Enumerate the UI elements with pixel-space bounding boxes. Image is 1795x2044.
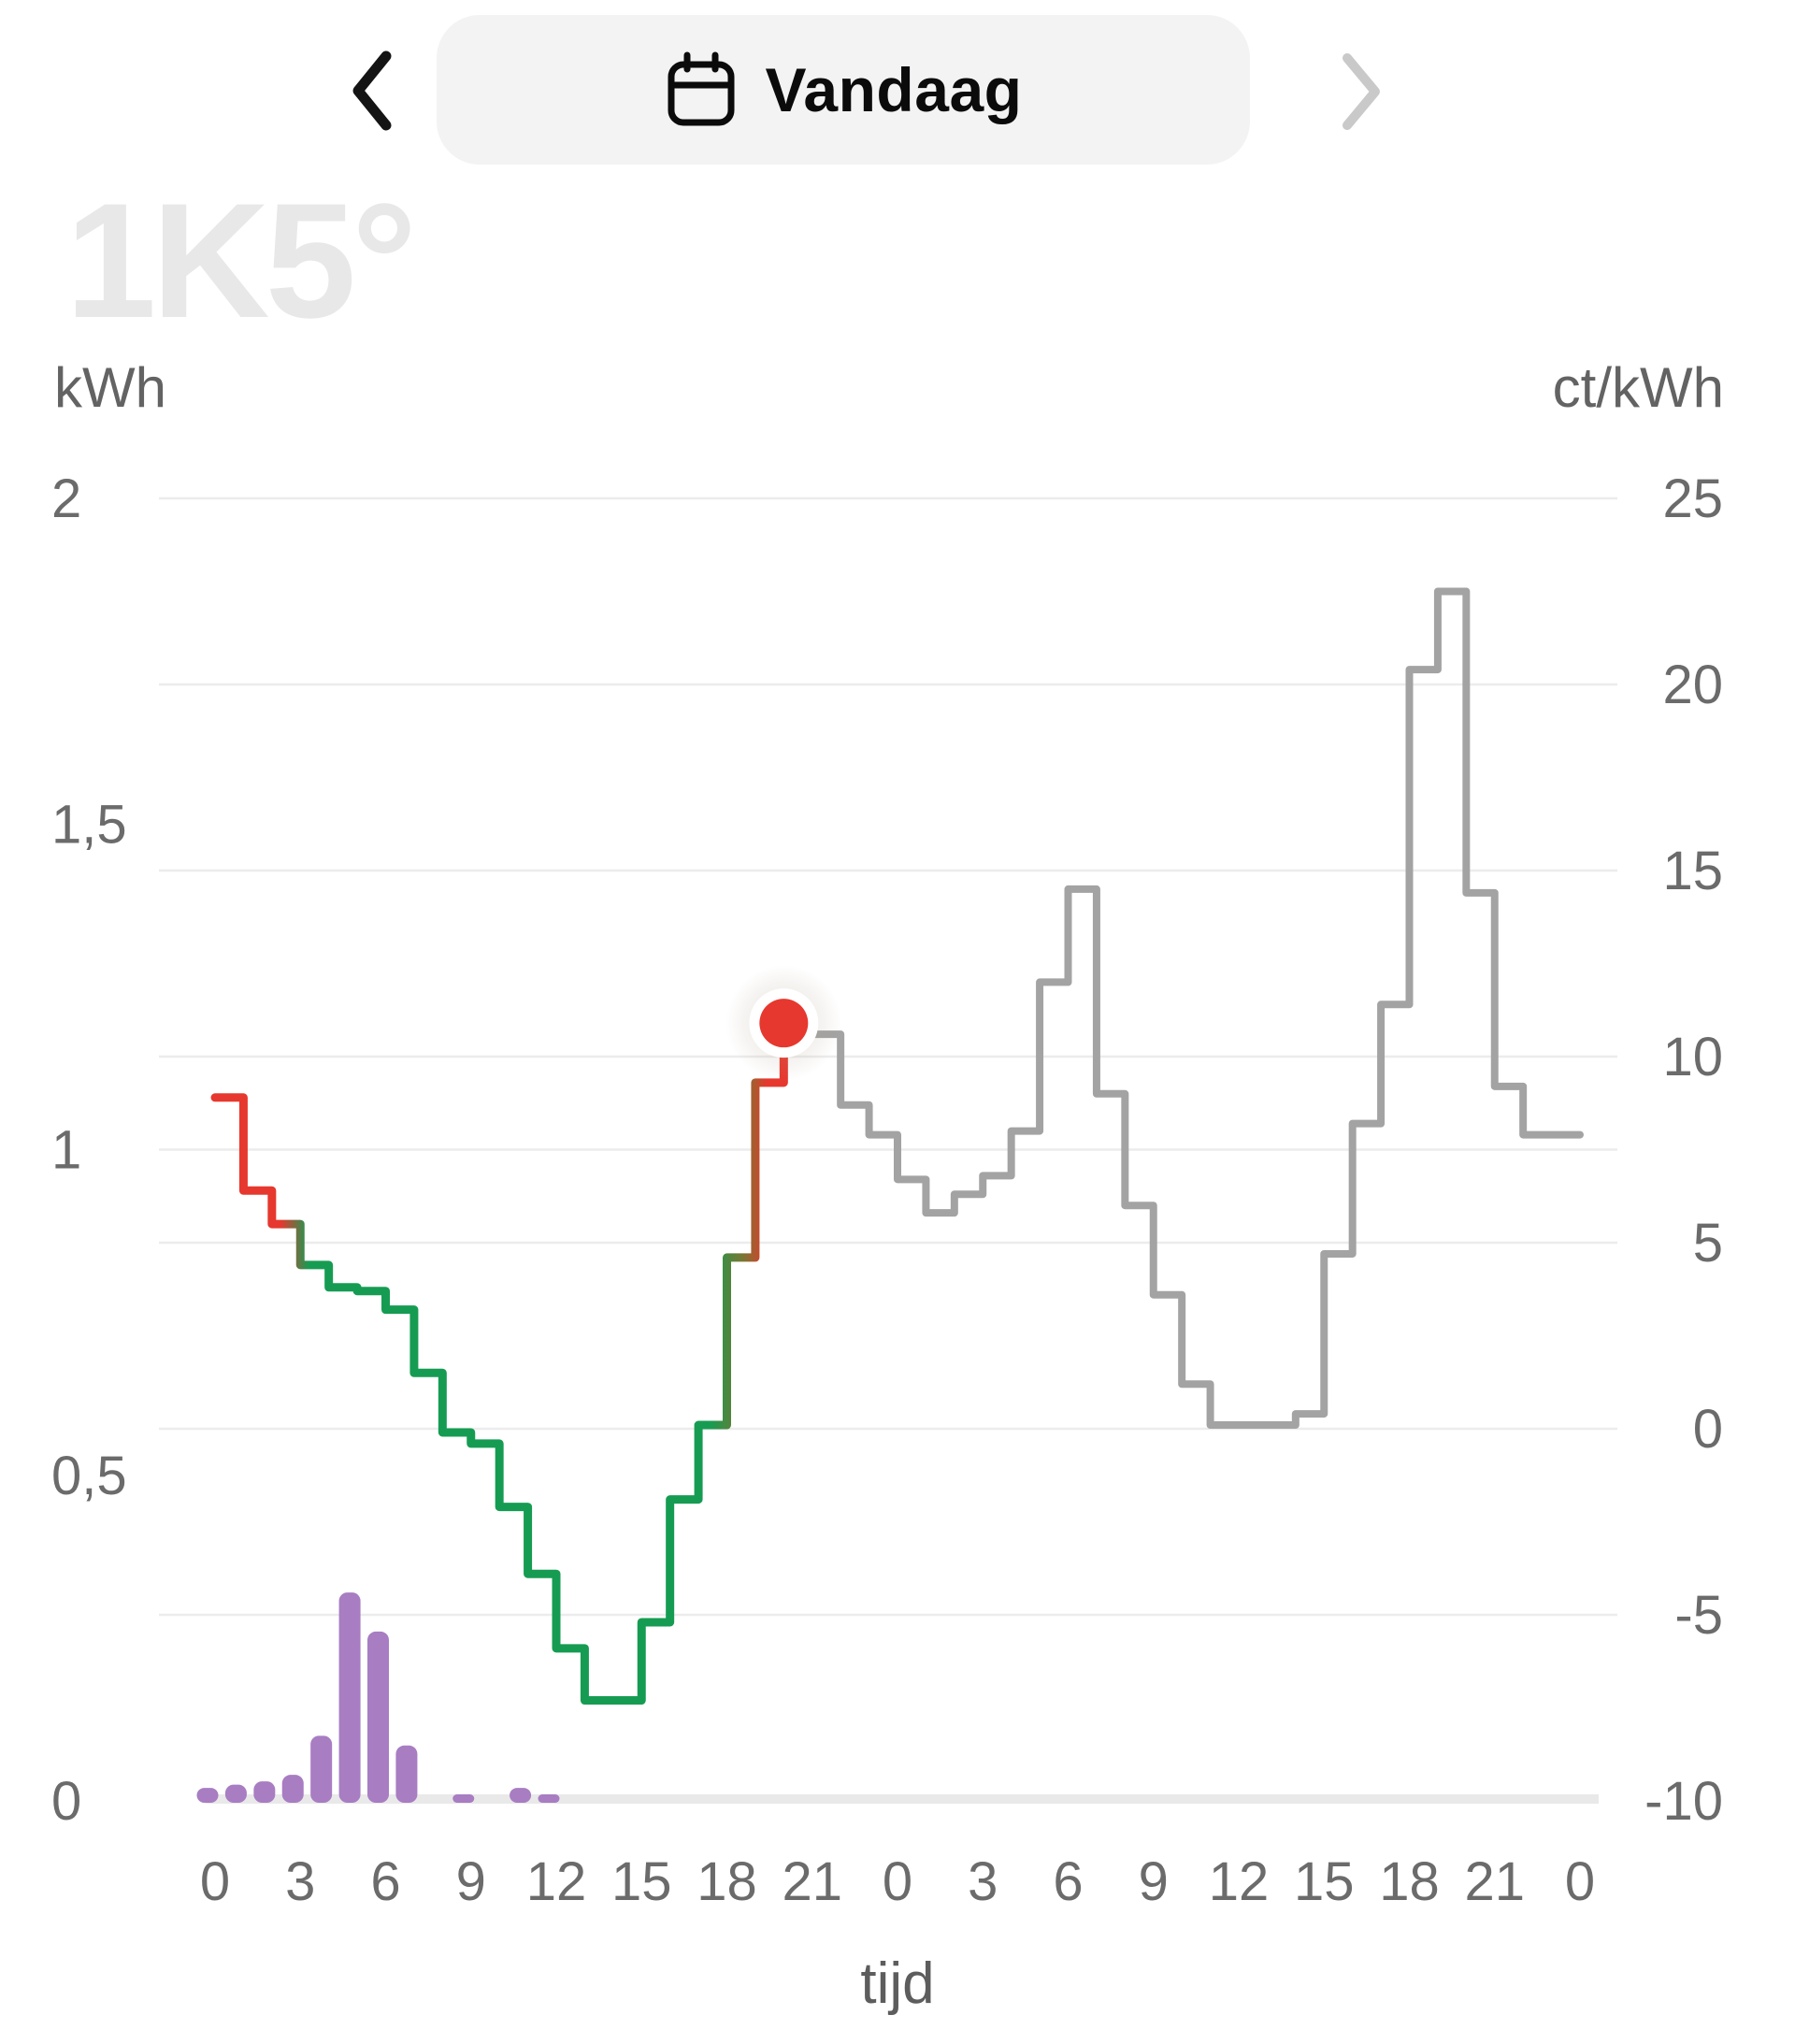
price-line-forecast xyxy=(780,587,1584,1430)
now-marker-dot[interactable] xyxy=(759,999,809,1048)
x-axis-tick-label: 12 xyxy=(526,1851,587,1912)
calendar-icon xyxy=(665,50,738,129)
right-axis-tick-label: 5 xyxy=(1693,1213,1723,1274)
x-axis-tick-label: 6 xyxy=(370,1851,400,1912)
x-axis-tick-label: 9 xyxy=(1139,1851,1169,1912)
usage-bar xyxy=(281,1775,304,1803)
previous-day-button[interactable] xyxy=(329,39,413,142)
x-axis-tick-label: 9 xyxy=(456,1851,486,1912)
date-selector-button[interactable]: Vandaag xyxy=(437,15,1250,165)
x-axis-tick-label: 0 xyxy=(200,1851,230,1912)
x-axis-tick-label: 0 xyxy=(1565,1851,1595,1912)
date-label: Vandaag xyxy=(765,55,1023,124)
x-axis-title: tijd xyxy=(860,1951,935,2016)
x-axis-tick-label: 21 xyxy=(1464,1851,1525,1912)
price-line-past xyxy=(210,1018,788,1706)
left-axis-tick-label: 0,5 xyxy=(51,1446,127,1506)
usage-bar xyxy=(196,1788,219,1803)
usage-bar xyxy=(310,1735,333,1803)
x-axis-tick-label: 3 xyxy=(285,1851,315,1912)
usage-bar xyxy=(395,1745,418,1803)
right-axis-tick-label: 20 xyxy=(1662,655,1723,715)
left-axis-tick-label: 0 xyxy=(51,1771,81,1832)
usage-bar xyxy=(452,1794,475,1803)
x-axis-tick-label: 15 xyxy=(1294,1851,1355,1912)
brand-watermark: 1K5° xyxy=(65,170,417,353)
right-axis-tick-label: 25 xyxy=(1662,468,1723,529)
x-axis-tick-label: 3 xyxy=(968,1851,998,1912)
chevron-right-icon xyxy=(1343,53,1380,130)
left-axis-unit-label: kWh xyxy=(54,356,166,419)
x-axis-tick-label: 21 xyxy=(782,1851,842,1912)
date-navigation-header: Vandaag xyxy=(0,0,1795,187)
x-axis-tick-label: 0 xyxy=(883,1851,912,1912)
usage-bar xyxy=(538,1794,560,1803)
x-axis-tick-label: 15 xyxy=(611,1851,672,1912)
next-day-button[interactable] xyxy=(1320,45,1404,138)
usage-bar xyxy=(224,1784,247,1803)
right-axis-tick-label: 10 xyxy=(1662,1027,1723,1087)
right-axis-tick-label: -10 xyxy=(1644,1771,1723,1832)
right-axis-tick-label: -5 xyxy=(1674,1585,1723,1646)
usage-bar xyxy=(510,1788,532,1803)
x-axis-tick-label: 12 xyxy=(1209,1851,1270,1912)
usage-bar xyxy=(253,1781,276,1803)
left-axis-tick-label: 2 xyxy=(51,468,81,529)
right-axis-tick-label: 0 xyxy=(1693,1399,1723,1460)
usage-bar xyxy=(367,1631,389,1803)
x-axis-tick-label: 18 xyxy=(1379,1851,1440,1912)
chevron-left-icon xyxy=(352,50,392,131)
x-axis-tick-label: 18 xyxy=(696,1851,757,1912)
usage-bar xyxy=(338,1592,361,1803)
right-axis-tick-label: 15 xyxy=(1662,841,1723,901)
right-axis-unit-label: ct/kWh xyxy=(1552,356,1724,419)
left-axis-tick-label: 1 xyxy=(51,1120,81,1181)
x-axis-tick-label: 6 xyxy=(1053,1851,1083,1912)
left-axis-tick-label: 1,5 xyxy=(51,794,127,855)
